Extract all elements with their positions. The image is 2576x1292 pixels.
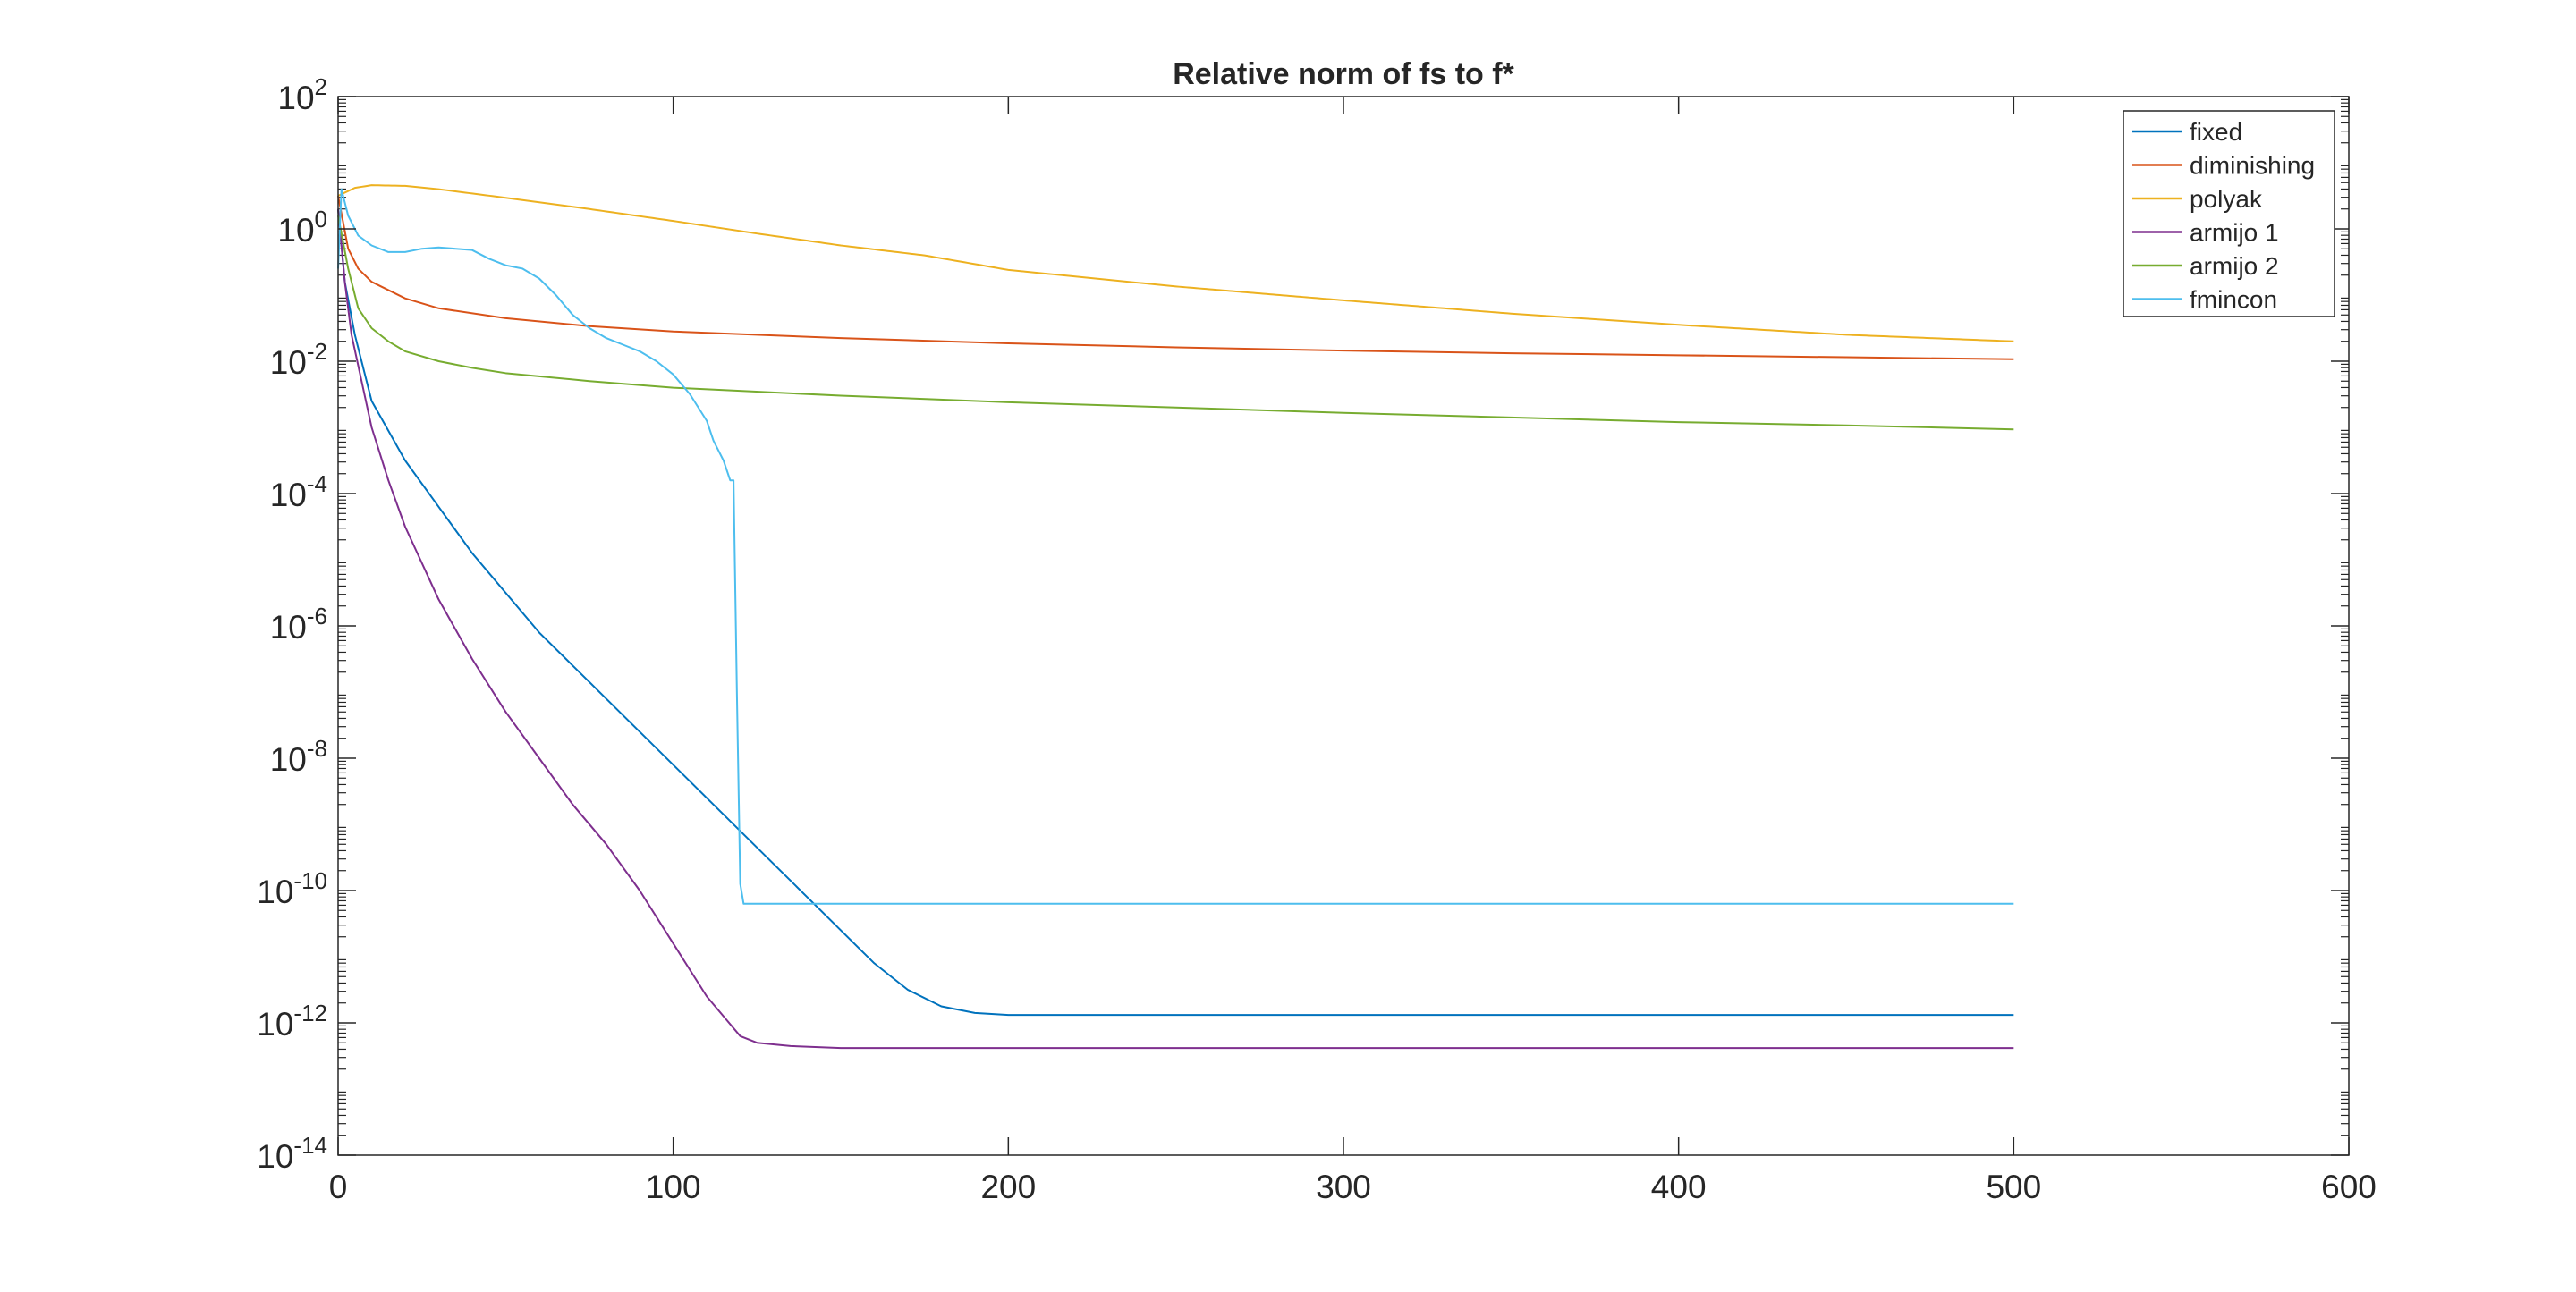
series-line-polyak [337,184,2014,342]
y-tick-label: 102 [277,73,327,116]
x-tick-label: 400 [1651,1169,1707,1205]
series-line-armijo-1 [337,208,2014,1050]
major-ticks [337,96,2350,1156]
legend-label: armijo 1 [2190,219,2279,247]
y-tick-label: 10-10 [257,867,327,910]
x-tick-label: 200 [980,1169,1036,1205]
y-tick-label: 10-12 [257,1000,327,1043]
legend: fixed diminishing polyak armijo 1 armijo 2 fm… [2123,110,2335,317]
series-line-diminishing [337,195,2014,360]
x-tick-labels: 0 100 200 300 400 500 600 [329,1169,2377,1205]
series-line-armijo-2 [337,215,2014,431]
series-line-fmincon [337,188,2014,905]
chart-title: Relative norm of fs to f* [1173,57,1514,91]
legend-label: armijo 2 [2190,252,2279,280]
legend-label: fmincon [2190,286,2277,314]
x-tick-label: 600 [2321,1169,2377,1205]
x-tick-label: 0 [329,1169,348,1205]
x-tick-label: 100 [646,1169,701,1205]
plot-background [338,97,2349,1155]
x-tick-label: 300 [1316,1169,1371,1205]
y-tick-label: 10-4 [270,470,327,513]
series-line-fixed [337,208,2014,1017]
y-tick-label: 100 [277,206,327,249]
legend-label: diminishing [2190,152,2315,180]
y-tick-label: 10-14 [257,1132,327,1175]
x-tick-label: 500 [1986,1169,2041,1205]
y-tick-labels: 102 100 10-2 10-4 10-6 10-8 10-10 10-12 10-14 [257,73,327,1175]
y-tick-label: 10-2 [270,338,327,381]
series-layer [337,184,2014,1050]
legend-label: polyak [2190,185,2263,213]
y-tick-label: 10-6 [270,603,327,646]
y-tick-label: 10-8 [270,735,327,778]
legend-label: fixed [2190,118,2242,146]
legend-box [2123,110,2335,317]
